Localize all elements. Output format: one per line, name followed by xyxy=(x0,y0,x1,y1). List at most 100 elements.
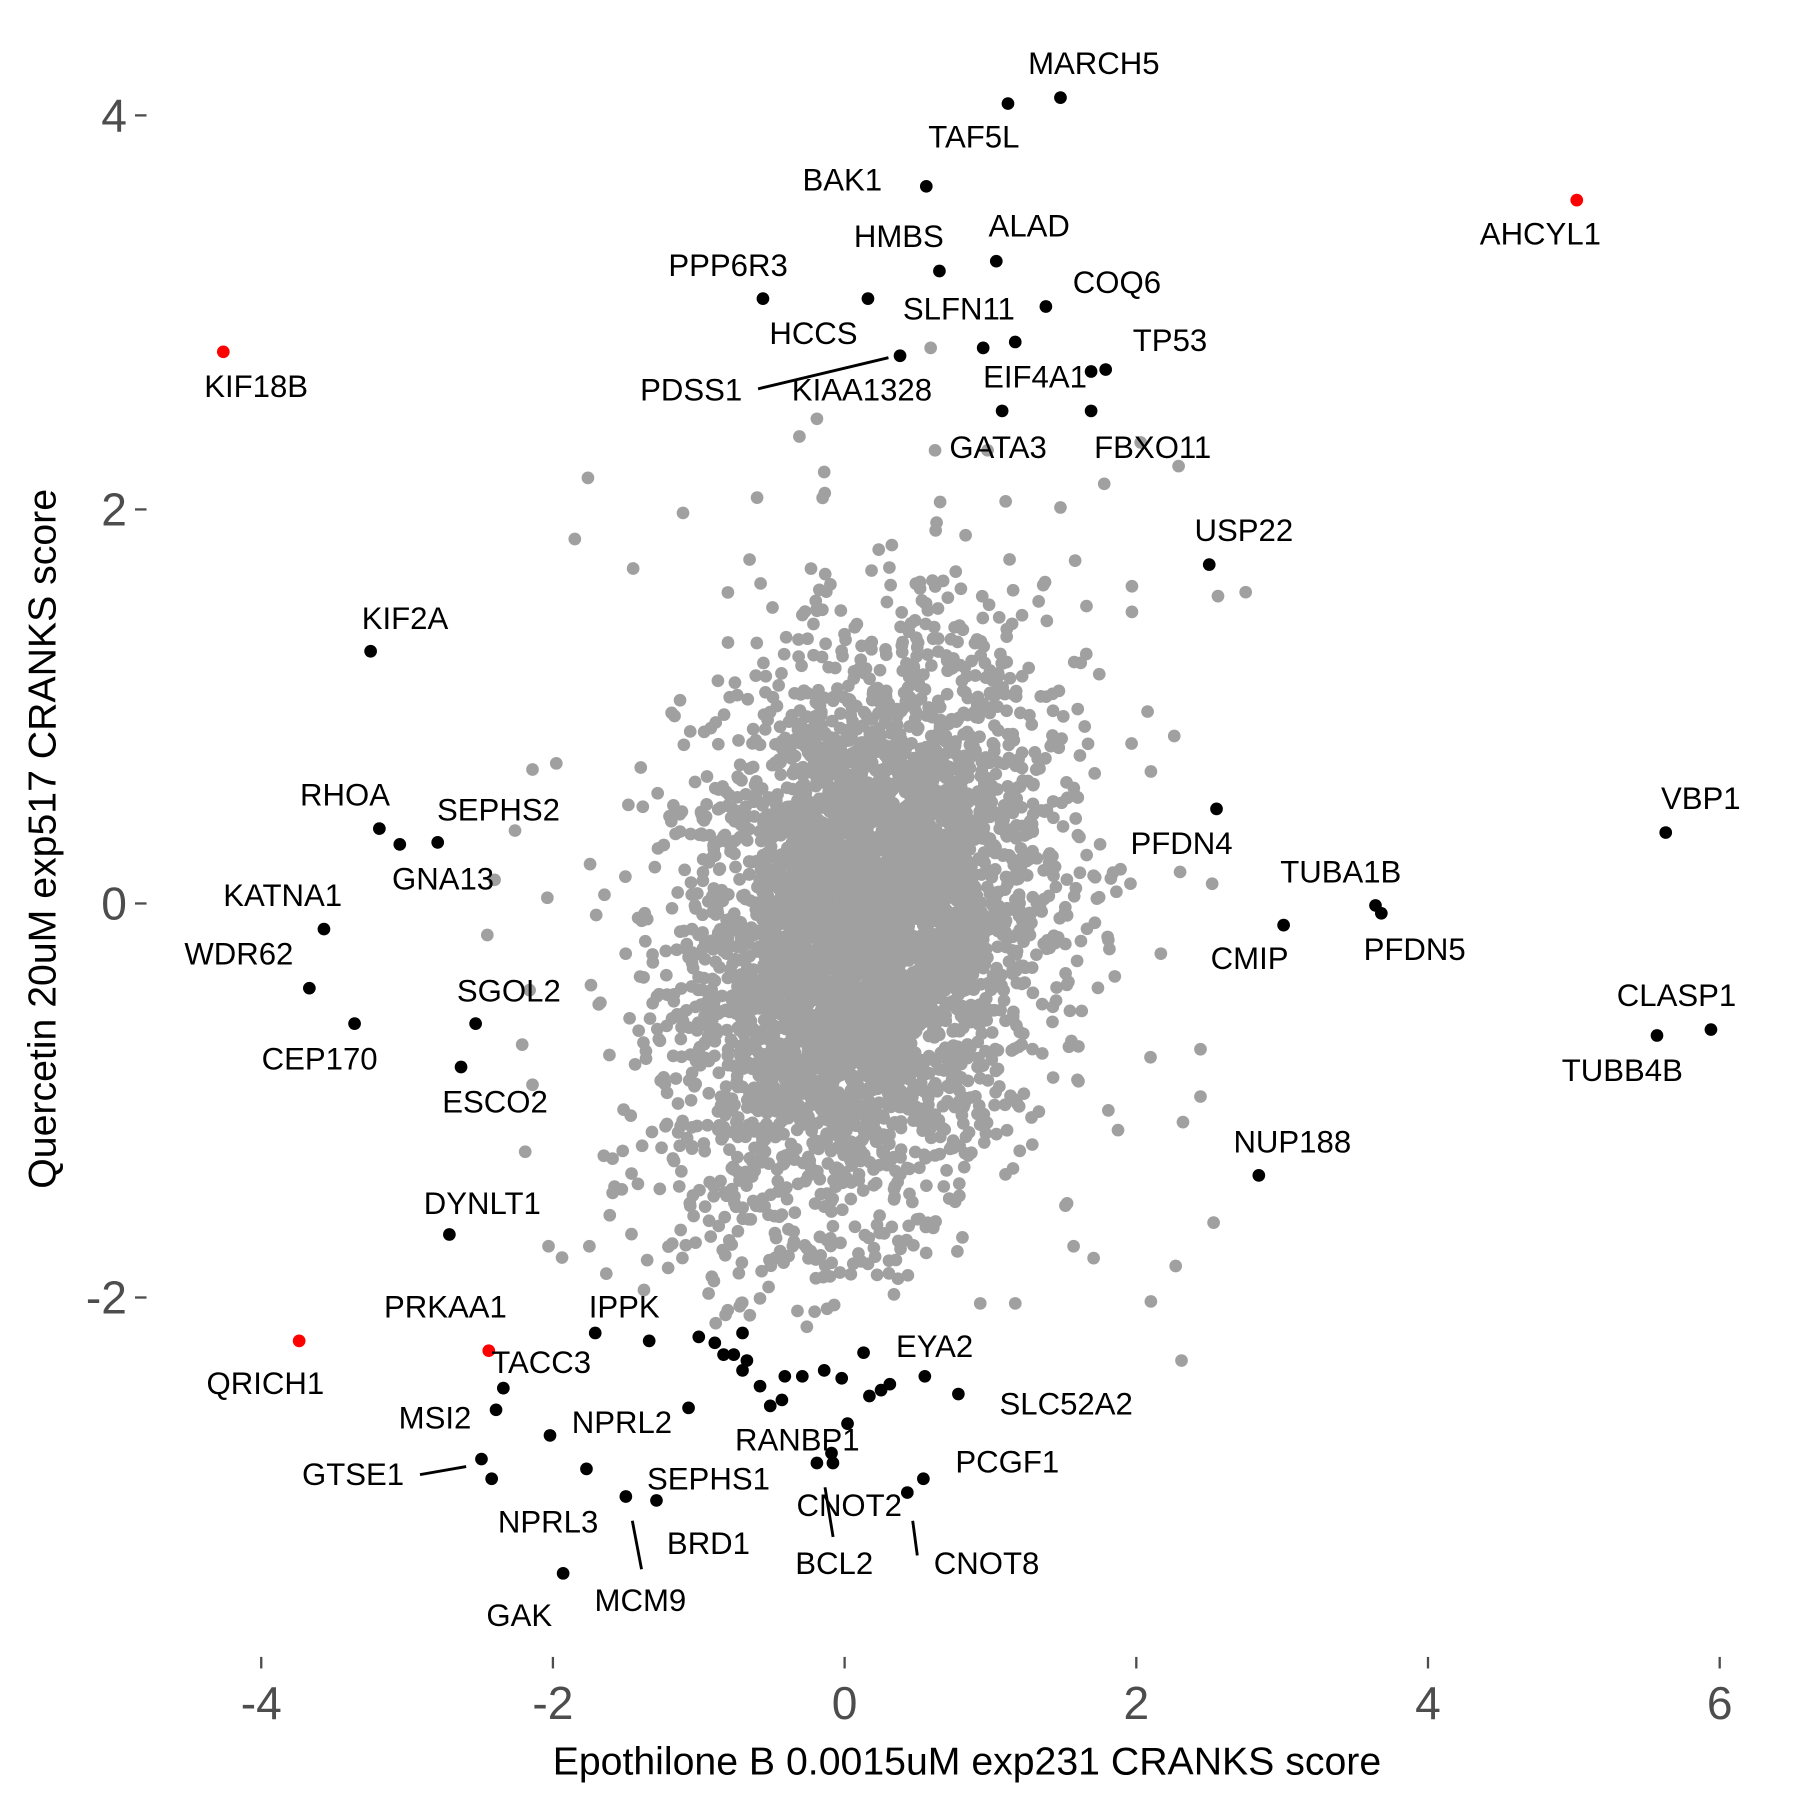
background-point xyxy=(779,630,793,644)
background-point xyxy=(795,608,809,622)
label-vbp1: VBP1 xyxy=(1661,781,1741,816)
background-point xyxy=(907,852,921,866)
background-point xyxy=(970,816,983,829)
background-point xyxy=(951,1050,964,1064)
y-tick-label: 4 xyxy=(101,90,127,142)
background-point xyxy=(847,1069,861,1083)
background-point xyxy=(697,1037,711,1051)
background-point xyxy=(820,1302,834,1316)
background-point xyxy=(1025,1138,1039,1151)
point-cmip xyxy=(1277,918,1290,932)
background-point xyxy=(731,1111,745,1124)
background-point xyxy=(840,808,854,822)
background-point xyxy=(819,637,832,651)
background-point xyxy=(717,708,731,721)
background-point xyxy=(698,1144,712,1158)
background-point xyxy=(638,906,652,920)
background-point xyxy=(869,968,883,982)
background-point xyxy=(1035,1047,1049,1060)
background-point xyxy=(904,616,918,630)
background-point xyxy=(981,1074,995,1087)
background-point xyxy=(659,944,673,958)
background-point xyxy=(1033,762,1046,775)
background-point xyxy=(823,1094,836,1108)
background-point xyxy=(869,1176,883,1190)
background-point xyxy=(791,1304,804,1318)
background-point xyxy=(802,993,815,1006)
label-eya2: EYA2 xyxy=(896,1329,973,1364)
background-point xyxy=(845,701,859,715)
background-point xyxy=(925,659,938,672)
label-gak: GAK xyxy=(486,1598,552,1633)
background-point xyxy=(910,973,924,987)
background-point xyxy=(1003,790,1016,804)
background-point xyxy=(702,1086,716,1100)
background-point xyxy=(1060,873,1074,886)
label-gtse1: GTSE1 xyxy=(302,1457,404,1492)
background-point xyxy=(841,1107,855,1120)
background-point xyxy=(643,1012,657,1025)
background-point xyxy=(953,1189,966,1203)
background-point xyxy=(745,1062,759,1076)
background-point xyxy=(722,1234,736,1247)
background-point xyxy=(810,604,824,618)
background-point xyxy=(801,632,814,646)
background-point xyxy=(872,1033,886,1047)
background-point xyxy=(947,855,961,869)
label-march5: MARCH5 xyxy=(1028,46,1160,81)
background-point xyxy=(1134,436,1148,449)
background-point xyxy=(1046,1000,1060,1014)
background-point xyxy=(880,595,894,609)
background-point xyxy=(687,1209,700,1223)
background-point xyxy=(972,853,985,866)
background-point xyxy=(683,725,697,738)
background-point xyxy=(938,862,952,875)
label-pfdn4: PFDN4 xyxy=(1130,826,1232,861)
background-point xyxy=(971,1060,984,1074)
background-point xyxy=(508,824,522,837)
background-point xyxy=(755,782,769,795)
background-point xyxy=(1008,1297,1022,1310)
background-point xyxy=(694,805,708,819)
background-point xyxy=(879,1024,892,1038)
label-bcl2: BCL2 xyxy=(795,1546,873,1581)
background-point xyxy=(916,790,929,803)
y-tick-label: 0 xyxy=(101,878,127,930)
background-point xyxy=(1026,823,1039,837)
background-point xyxy=(1125,737,1138,750)
background-point xyxy=(836,840,850,853)
background-point xyxy=(777,1256,790,1269)
label-pcgf1: PCGF1 xyxy=(955,1444,1059,1479)
background-point xyxy=(988,1003,1001,1017)
background-point xyxy=(973,1297,987,1310)
label-bak1: BAK1 xyxy=(802,162,882,197)
background-point xyxy=(718,1186,731,1199)
background-point xyxy=(646,948,659,961)
background-point xyxy=(923,741,937,755)
label-esco2: ESCO2 xyxy=(442,1084,548,1119)
background-point xyxy=(888,1179,902,1193)
background-point xyxy=(733,873,746,886)
background-point xyxy=(830,942,844,956)
background-point xyxy=(674,1223,688,1237)
background-point xyxy=(707,838,720,852)
background-point xyxy=(669,1072,683,1085)
background-point xyxy=(1063,1004,1077,1018)
background-point xyxy=(893,976,907,990)
background-point xyxy=(719,785,733,799)
background-point xyxy=(702,855,716,869)
label-taf5l: TAF5L xyxy=(928,120,1019,155)
background-point xyxy=(758,723,772,736)
background-point xyxy=(1124,877,1137,891)
background-point xyxy=(857,1063,871,1077)
background-point xyxy=(919,824,933,838)
label-hmbs: HMBS xyxy=(854,219,944,254)
background-point xyxy=(1060,1197,1074,1210)
background-point xyxy=(673,1139,687,1153)
background-point xyxy=(986,843,1000,857)
background-point xyxy=(913,679,926,693)
label-gata3: GATA3 xyxy=(949,430,1046,465)
background-point xyxy=(691,887,704,900)
background-point xyxy=(913,1161,926,1175)
highlight-point xyxy=(918,1369,932,1383)
